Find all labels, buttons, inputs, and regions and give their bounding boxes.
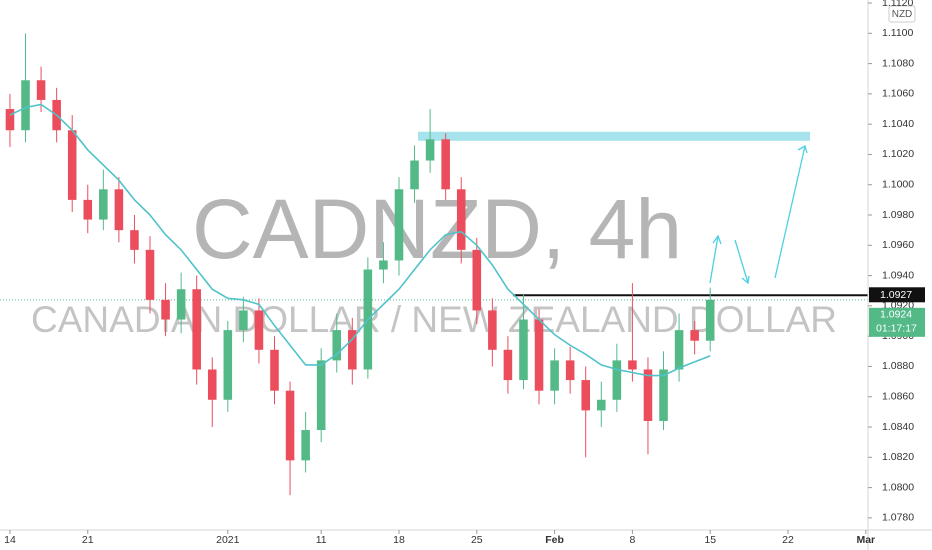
x-tick-label: 2021 — [216, 534, 240, 546]
candle-body — [83, 199, 93, 220]
y-tick-label: 1.1020 — [882, 148, 914, 160]
candle-body — [176, 289, 186, 320]
candle-body — [705, 299, 715, 341]
target-zone — [418, 131, 810, 141]
arrow-head — [712, 234, 722, 245]
candle-body — [425, 139, 435, 161]
currency-label: NZD — [892, 9, 913, 20]
candle-body — [565, 360, 575, 381]
candle-body — [690, 330, 699, 341]
candle-body — [488, 310, 497, 350]
arrow — [734, 239, 749, 284]
x-tick-label: 21 — [82, 534, 94, 546]
y-tick-label: 1.1040 — [882, 118, 914, 130]
candle-body — [643, 369, 653, 421]
candle-body — [456, 189, 466, 250]
x-tick-label: Mar — [856, 534, 875, 546]
arrow-head — [797, 145, 808, 154]
y-tick-label: 1.0800 — [882, 481, 914, 493]
y-tick-label: 1.0840 — [882, 421, 914, 433]
candle-body — [21, 80, 30, 131]
watermark-subtitle: CANADIAN DOLLAR / NEW ZEALAND DOLLAR — [31, 299, 837, 340]
candle-body — [145, 249, 155, 300]
y-tick-label: 1.0940 — [882, 269, 914, 281]
candle-body — [441, 139, 450, 190]
candle-body — [67, 130, 77, 200]
arrow — [709, 235, 719, 284]
x-tick-label: 25 — [471, 534, 483, 546]
candle-body — [379, 260, 388, 270]
y-tick-label: 1.1060 — [882, 88, 914, 100]
arrow-head — [741, 275, 750, 285]
resistance-price-box — [869, 287, 925, 303]
countdown-label: 01:17:17 — [876, 323, 917, 335]
candle-body — [99, 189, 108, 220]
candle-body — [301, 430, 310, 461]
y-tick-label: 1.1120 — [882, 0, 913, 9]
candle-body — [223, 330, 233, 400]
candle-body — [270, 349, 279, 391]
last-price-box — [869, 307, 925, 337]
x-tick-label: 11 — [316, 534, 327, 546]
plot-area — [0, 33, 868, 496]
y-tick-label: 1.1000 — [882, 179, 914, 191]
currency-box[interactable] — [888, 5, 916, 23]
candle-body — [316, 360, 326, 431]
candle-body — [130, 230, 139, 250]
candle-body — [597, 399, 606, 411]
y-tick-label: 1.0780 — [882, 512, 914, 524]
moving-average-line — [9, 103, 711, 377]
x-tick-label: 18 — [393, 534, 405, 546]
y-tick-label: 1.1080 — [882, 57, 914, 69]
y-tick-label: 1.0820 — [882, 451, 914, 463]
last-price-label: 1.0924 — [880, 309, 912, 321]
y-tick-label: 1.0960 — [882, 239, 914, 251]
resistance-price-label: 1.0927 — [880, 289, 912, 301]
y-tick-label: 1.0980 — [882, 209, 914, 221]
candle-body — [550, 360, 559, 391]
candle-body — [410, 160, 419, 190]
x-tick-label: 14 — [4, 534, 16, 546]
projection-arrows — [709, 145, 808, 285]
candle-body — [161, 299, 170, 320]
candle-body — [239, 310, 248, 331]
arrow — [774, 145, 806, 279]
candle-body — [503, 349, 513, 381]
x-tick-label: 22 — [782, 534, 794, 546]
y-tick-label: 1.0860 — [882, 391, 914, 403]
candle-body — [628, 360, 637, 370]
candle-body — [285, 390, 295, 461]
x-tick-label: Feb — [545, 534, 564, 546]
candle-body — [581, 380, 591, 411]
candle-body — [534, 319, 544, 391]
candle-body — [207, 369, 217, 400]
candle-body — [332, 330, 342, 361]
candle-body — [472, 249, 482, 311]
watermark-title: CADNZD, 4h — [192, 182, 682, 276]
candle-body — [659, 369, 668, 421]
y-tick-label: 1.1100 — [882, 27, 913, 39]
y-tick-label: 1.0880 — [882, 360, 914, 372]
candle-body — [674, 330, 684, 370]
candle-body — [612, 360, 622, 400]
candle-body — [114, 189, 124, 231]
candle-body — [519, 319, 528, 381]
candle-body — [254, 310, 264, 350]
x-tick-label: 15 — [704, 534, 716, 546]
x-tick-label: 8 — [629, 534, 635, 546]
candle-body — [348, 330, 357, 370]
candle-body — [192, 289, 201, 370]
candle-body — [394, 189, 404, 261]
candle-body — [36, 80, 46, 100]
candle-body — [5, 109, 15, 131]
